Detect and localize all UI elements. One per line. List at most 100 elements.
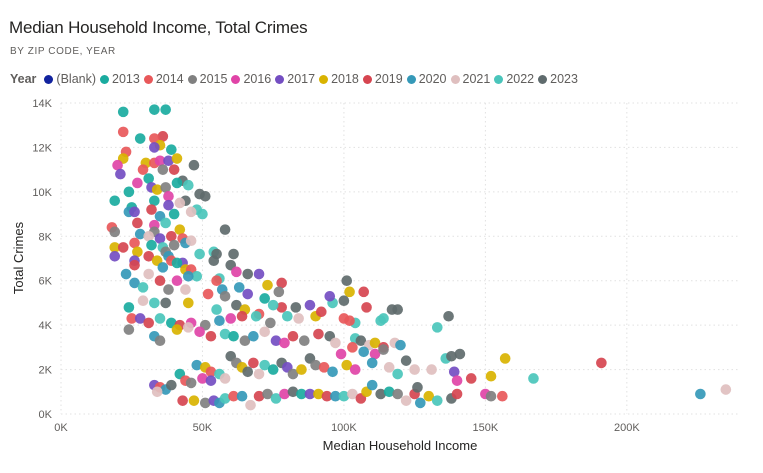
data-point bbox=[146, 204, 157, 215]
data-point bbox=[431, 322, 443, 333]
data-point bbox=[299, 335, 310, 346]
data-point bbox=[695, 388, 706, 400]
data-point bbox=[137, 164, 149, 175]
data-point bbox=[231, 266, 242, 278]
chart-subtitle: BY ZIP CODE, YEAR bbox=[10, 46, 116, 57]
legend-item[interactable]: 2021 bbox=[450, 72, 490, 86]
data-point bbox=[395, 339, 406, 351]
data-point bbox=[242, 288, 254, 300]
data-point bbox=[236, 390, 248, 402]
data-point bbox=[117, 126, 129, 138]
data-point bbox=[163, 155, 174, 167]
data-point bbox=[228, 330, 239, 342]
data-point bbox=[171, 177, 183, 189]
data-point bbox=[720, 384, 732, 395]
legend-item[interactable]: 2017 bbox=[275, 72, 315, 86]
legend-label: 2016 bbox=[243, 72, 272, 86]
data-point bbox=[270, 335, 282, 346]
data-point bbox=[174, 224, 186, 235]
legend-item[interactable]: 2016 bbox=[231, 72, 271, 86]
data-point bbox=[109, 250, 121, 262]
legend-item[interactable]: 2015 bbox=[187, 72, 227, 86]
legend-item[interactable]: 2020 bbox=[406, 72, 447, 86]
data-point bbox=[321, 390, 333, 402]
legend-marker-icon bbox=[44, 74, 54, 84]
x-axis-label: Median Household Income bbox=[323, 438, 478, 453]
data-point bbox=[129, 237, 140, 249]
y-tick-label: 4K bbox=[39, 320, 53, 332]
data-point bbox=[157, 164, 169, 175]
data-point bbox=[208, 255, 220, 267]
legend-label: (Blank) bbox=[56, 72, 97, 86]
data-point bbox=[485, 390, 497, 402]
data-point bbox=[324, 290, 336, 302]
data-point bbox=[171, 275, 183, 287]
data-point bbox=[205, 375, 217, 386]
data-point bbox=[151, 184, 163, 195]
data-point bbox=[347, 388, 358, 400]
y-tick-label: 10K bbox=[32, 187, 52, 199]
data-point bbox=[129, 206, 140, 218]
legend-label: 2013 bbox=[112, 72, 140, 86]
data-point bbox=[239, 335, 251, 346]
data-point bbox=[338, 295, 350, 307]
data-point bbox=[134, 133, 146, 144]
legend-item[interactable]: 2013 bbox=[100, 72, 140, 86]
data-point bbox=[211, 304, 222, 315]
data-point bbox=[279, 337, 290, 349]
data-point bbox=[191, 270, 203, 282]
data-point bbox=[528, 373, 539, 384]
data-point bbox=[366, 357, 378, 369]
legend-item[interactable]: 2022 bbox=[494, 72, 534, 86]
x-tick-label: 200K bbox=[614, 422, 640, 434]
data-point bbox=[168, 239, 180, 251]
data-point bbox=[219, 393, 231, 404]
data-point bbox=[448, 366, 460, 378]
data-point bbox=[154, 155, 166, 167]
y-tick-label: 0K bbox=[39, 409, 53, 421]
data-point bbox=[163, 199, 174, 211]
data-point bbox=[400, 355, 412, 366]
data-point bbox=[296, 364, 307, 375]
legend-item[interactable]: 2023 bbox=[538, 72, 578, 86]
data-point bbox=[137, 282, 149, 293]
legend-item[interactable]: 2018 bbox=[319, 72, 359, 86]
x-tick-label: 50K bbox=[193, 422, 213, 434]
legend-item[interactable]: (Blank) bbox=[44, 72, 96, 86]
data-point bbox=[205, 366, 217, 378]
data-point bbox=[392, 368, 403, 380]
data-point bbox=[166, 144, 177, 155]
data-point bbox=[250, 310, 262, 322]
data-point bbox=[197, 373, 208, 384]
data-point bbox=[185, 235, 197, 247]
data-point bbox=[228, 390, 239, 402]
data-point bbox=[115, 168, 126, 180]
data-point bbox=[185, 377, 197, 389]
legend-marker-icon bbox=[143, 74, 153, 84]
data-point bbox=[109, 226, 121, 238]
data-point bbox=[166, 230, 177, 242]
data-point bbox=[383, 362, 395, 373]
data-point bbox=[211, 275, 222, 287]
data-point bbox=[253, 268, 265, 280]
data-point bbox=[330, 390, 341, 402]
data-point bbox=[236, 310, 248, 322]
legend-item[interactable]: 2019 bbox=[362, 72, 403, 86]
data-point bbox=[120, 268, 132, 280]
data-point bbox=[168, 208, 180, 220]
data-point bbox=[194, 248, 205, 260]
y-tick-label: 14K bbox=[32, 98, 52, 110]
data-point bbox=[233, 282, 245, 293]
data-point bbox=[596, 357, 607, 369]
legend-item[interactable]: 2014 bbox=[143, 72, 184, 86]
data-point bbox=[183, 322, 194, 333]
legend-label: 2014 bbox=[155, 72, 184, 86]
data-point bbox=[185, 206, 197, 218]
data-point bbox=[180, 284, 191, 295]
legend-marker-icon bbox=[406, 74, 416, 84]
data-point bbox=[183, 297, 194, 309]
legend-marker-icon bbox=[187, 74, 197, 84]
legend-marker-icon bbox=[231, 74, 241, 84]
y-tick-label: 6K bbox=[39, 276, 53, 288]
legend-marker-icon bbox=[362, 74, 372, 84]
